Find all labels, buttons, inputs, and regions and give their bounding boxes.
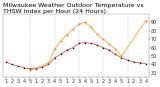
Point [41, 66, 44, 68]
Point [17, 66, 19, 67]
Point [132, 61, 135, 63]
Point [114, 54, 117, 55]
Point [84, 22, 86, 23]
Point [102, 47, 104, 48]
Point [4, 61, 7, 63]
Point [108, 44, 111, 45]
Point [96, 44, 98, 46]
Point [65, 34, 68, 36]
Point [29, 68, 32, 69]
Point [59, 54, 62, 55]
Point [145, 63, 147, 64]
Point [35, 68, 38, 69]
Point [90, 27, 92, 28]
Point [47, 64, 50, 65]
Point [120, 57, 123, 58]
Point [72, 28, 74, 30]
Point [11, 64, 13, 65]
Point [47, 62, 50, 64]
Point [126, 60, 129, 61]
Point [96, 33, 98, 35]
Point [72, 47, 74, 48]
Point [84, 42, 86, 43]
Point [59, 40, 62, 42]
Point [145, 20, 147, 21]
Point [138, 62, 141, 64]
Point [53, 57, 56, 58]
Point [78, 43, 80, 44]
Point [90, 43, 92, 44]
Point [65, 49, 68, 51]
Point [108, 49, 111, 51]
Point [23, 67, 25, 69]
Point [53, 49, 56, 50]
Point [29, 70, 32, 71]
Point [78, 23, 80, 25]
Point [102, 38, 104, 40]
Point [120, 55, 123, 57]
Text: Milwaukee Weather Outdoor Temperature vs THSW Index per Hour (24 Hours): Milwaukee Weather Outdoor Temperature vs… [3, 3, 143, 14]
Point [114, 49, 117, 50]
